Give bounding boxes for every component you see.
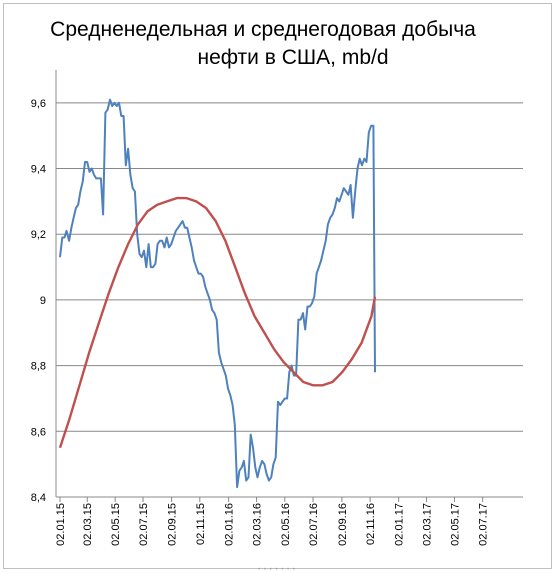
x-tick-label: 02.07.16 xyxy=(308,503,320,546)
x-tick-label: 02.05.17 xyxy=(449,503,461,546)
x-tick-label: 02.01.17 xyxy=(394,503,406,546)
chart-frame xyxy=(3,3,552,569)
y-tick-label: 9,4 xyxy=(31,164,46,176)
x-tick-label: 02.05.16 xyxy=(280,503,292,546)
x-tick-label: 02.07.17 xyxy=(478,503,490,546)
x-tick-label: 02.03.15 xyxy=(82,503,94,546)
annual-series-line xyxy=(58,196,377,449)
y-tick-label: 8,8 xyxy=(31,361,46,373)
y-tick-label: 9,2 xyxy=(31,229,46,241)
chart-title-line-1: Средненедельная и среднегодовая добыча xyxy=(50,18,476,41)
weekly-series-line xyxy=(59,98,376,489)
x-tick-label: 02.09.16 xyxy=(337,503,349,546)
x-tick-label: 02.11.16 xyxy=(365,503,377,545)
gridlines xyxy=(56,102,523,432)
y-tick-label: 8,6 xyxy=(31,426,46,438)
x-tick-label: 02.03.17 xyxy=(422,503,434,546)
data-series xyxy=(58,98,377,489)
x-tick-label: 02.03.16 xyxy=(252,503,264,546)
chart-title: Средненедельная и среднегодовая добыча н… xyxy=(0,16,520,72)
chart-title-line-2: нефти в США, mb/d xyxy=(197,46,389,69)
x-tick-label: 02.01.15 xyxy=(55,503,67,546)
axes xyxy=(55,70,523,502)
x-tick-label: 02.05.15 xyxy=(110,503,122,546)
y-tick-label: 9 xyxy=(40,295,46,307)
x-tick-label: 02.07.15 xyxy=(138,503,150,546)
x-tick-label: 02.11.15 xyxy=(195,503,207,545)
x-tick-label: 02.09.15 xyxy=(167,503,179,546)
y-tick-label: 9,6 xyxy=(31,98,46,110)
x-axis-tick-labels: 02.01.15 02.03.15 02.05.15 02.07.15 02.09.15… xyxy=(55,503,490,546)
x-tick-label: 02.01.16 xyxy=(224,503,236,546)
y-axis-tick-labels: 8,4 8,6 8,8 9 9,2 9,4 9,6 xyxy=(31,98,46,504)
y-tick-label: 8,4 xyxy=(31,492,46,504)
resize-handle[interactable]: • • • • • • • xyxy=(258,567,296,573)
